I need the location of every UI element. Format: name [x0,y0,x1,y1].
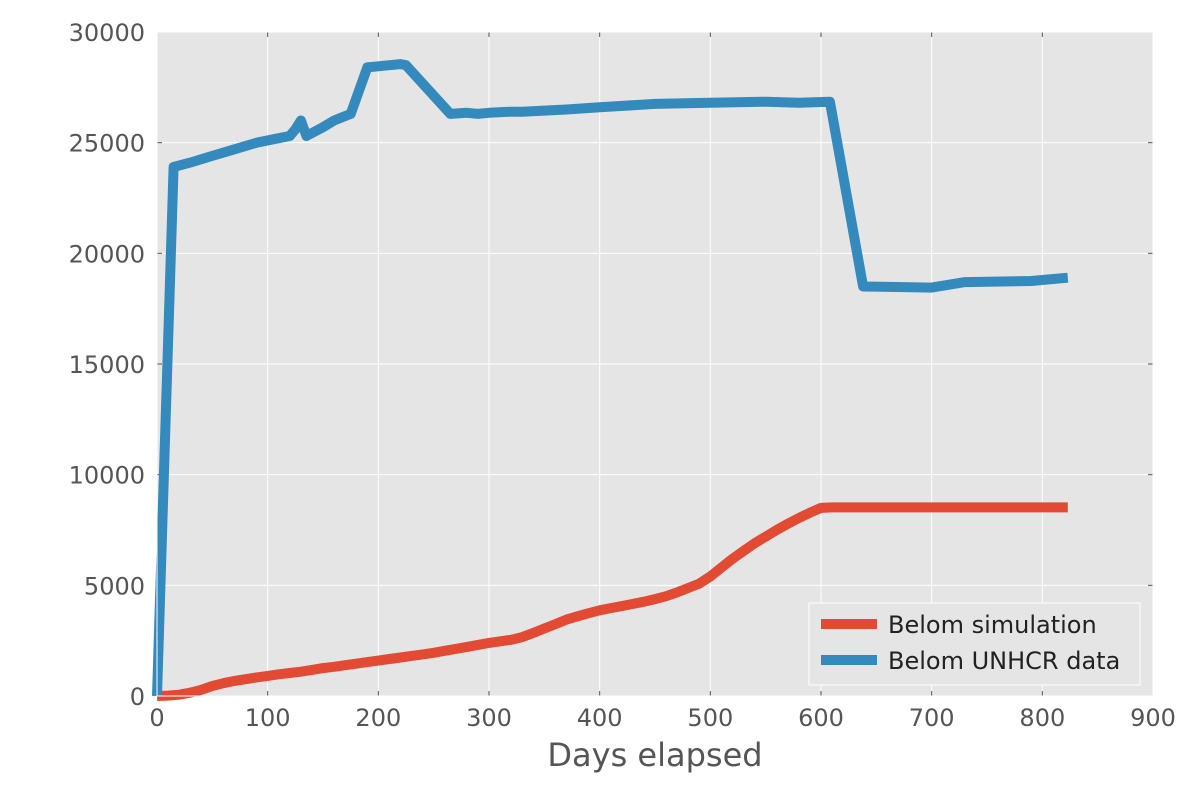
x-tick-label: 0 [149,704,164,732]
x-axis-title: Days elapsed [547,736,762,774]
series-line-1 [152,59,1069,697]
x-tick-label: 800 [1019,704,1065,732]
y-tick-label: 10000 [69,462,145,490]
y-tick-label: 20000 [69,240,145,268]
y-tick-label: 30000 [69,19,145,47]
x-tick-label: 300 [466,704,512,732]
x-tick-label: 200 [355,704,401,732]
x-tick-label: 600 [798,704,844,732]
y-tick-label: 15000 [69,351,145,379]
x-tick-label: 900 [1130,704,1176,732]
x-tick-label: 400 [577,704,623,732]
x-tick-label: 100 [245,704,291,732]
series-line-0 [156,502,1068,701]
x-tick-label: 500 [687,704,733,732]
series-layer [152,59,1069,701]
legend-label-1: Belom UNHCR data [888,647,1120,675]
legend-label-0: Belom simulation [888,611,1097,639]
y-tick-label: 5000 [84,572,145,600]
y-tick-label: 0 [130,683,145,711]
plot-frame [156,31,1154,697]
x-tick-label: 700 [909,704,955,732]
legend-box [808,602,1141,686]
x-tick-labels: 0 100 200 300 400 500 600 700 800 900 [149,704,1176,732]
legend: Belom simulation Belom UNHCR data [808,602,1141,686]
y-tick-labels: 0 5000 10000 15000 20000 25000 30000 [69,19,145,711]
y-tick-label: 25000 [69,130,145,158]
